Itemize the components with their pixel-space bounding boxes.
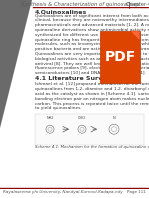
Text: Quinoxalines are very important compounds due to their well-known: Quinoxalines are very important compound…: [35, 52, 149, 56]
Text: positive bacteria and are active against various transfusion diseases [3, 4].: positive bacteria and are active against…: [35, 47, 149, 51]
Polygon shape: [0, 0, 32, 128]
Polygon shape: [130, 31, 140, 41]
FancyBboxPatch shape: [35, 114, 143, 145]
Text: quinoxaline derivatives show antimicrobial activity and have been: quinoxaline derivatives show antimicrobi…: [35, 28, 149, 32]
Text: carbon. This process is repeated twice until the removal of two water molecules: carbon. This process is repeated twice u…: [35, 102, 149, 106]
Text: 4.1 Literature Survey: 4.1 Literature Survey: [35, 76, 111, 81]
Text: Rayalaseema yhi University, Nandyal-Kurnool-Kadapa-ndy: Rayalaseema yhi University, Nandyal-Kurn…: [3, 189, 123, 193]
Text: PDF: PDF: [104, 50, 136, 64]
Text: N: N: [113, 116, 115, 120]
Text: Ishmael et al. [12] proposed mechanism for the formation of: Ishmael et al. [12] proposed mechanism f…: [35, 82, 149, 86]
Text: NH2: NH2: [46, 116, 54, 120]
Text: Scheme 4.1: Mechanism for the formation of quinoxaline derivatives: Scheme 4.1: Mechanism for the formation …: [35, 145, 149, 149]
Text: CHO: CHO: [78, 116, 86, 120]
Text: Chapter-4: Chapter-4: [126, 2, 149, 7]
Text: pharmaceuticals and advanced materials [1, 2]. A number of: pharmaceuticals and advanced materials […: [35, 23, 149, 27]
Text: Page 111: Page 111: [127, 189, 146, 193]
Text: semiconductors [10] and DNA cleaving agent [11].: semiconductors [10] and DNA cleaving age…: [35, 71, 146, 75]
Text: acid as the catalyst as shown in [Scheme 4.1]. various group formation of two: acid as the catalyst as shown in [Scheme…: [35, 92, 149, 96]
Text: Quinoxalines are of significant interest from both academic and: Quinoxalines are of significant interest…: [35, 13, 149, 17]
Text: Synthesis & Characterization of quinoxalines: Synthesis & Characterization of quinoxal…: [21, 2, 139, 7]
Text: quinoxaline ring has frequently been used as a component of various antibiotic: quinoxaline ring has frequently been use…: [35, 37, 149, 42]
Text: clinical, because they are noteworthy intermediates for the: clinical, because they are noteworthy in…: [35, 18, 149, 22]
Text: 4.Quinoxalines: 4.Quinoxalines: [35, 9, 87, 14]
Text: fluorescence probes [9], electroluminescent materials,: fluorescence probes [9], electroluminesc…: [35, 66, 149, 70]
Text: to yield quinoxalines: to yield quinoxalines: [35, 106, 80, 110]
Text: antiviral [8]. They are well known for their applications as: antiviral [8]. They are well known for t…: [35, 62, 149, 66]
Text: quinoxalines from 1,2- diamine and 1,2- dicarbonyl compounds by using Lewis: quinoxalines from 1,2- diamine and 1,2- …: [35, 87, 149, 91]
Text: molecules, such as levomycin and echinomycin, which inhibit the growth of Gram-: molecules, such as levomycin and echinom…: [35, 42, 149, 46]
Text: bonding electron pair on nitrogen atom makes nucleophilic attack on the carbonyl: bonding electron pair on nitrogen atom m…: [35, 97, 149, 101]
FancyBboxPatch shape: [100, 31, 140, 83]
Text: synthesized for different use. Among various classes of heterocyclic uses,: synthesized for different use. Among var…: [35, 33, 149, 37]
Text: biological activities such as anticancer [5], antibacterial [6], antifungal [7],: biological activities such as anticancer…: [35, 57, 149, 61]
